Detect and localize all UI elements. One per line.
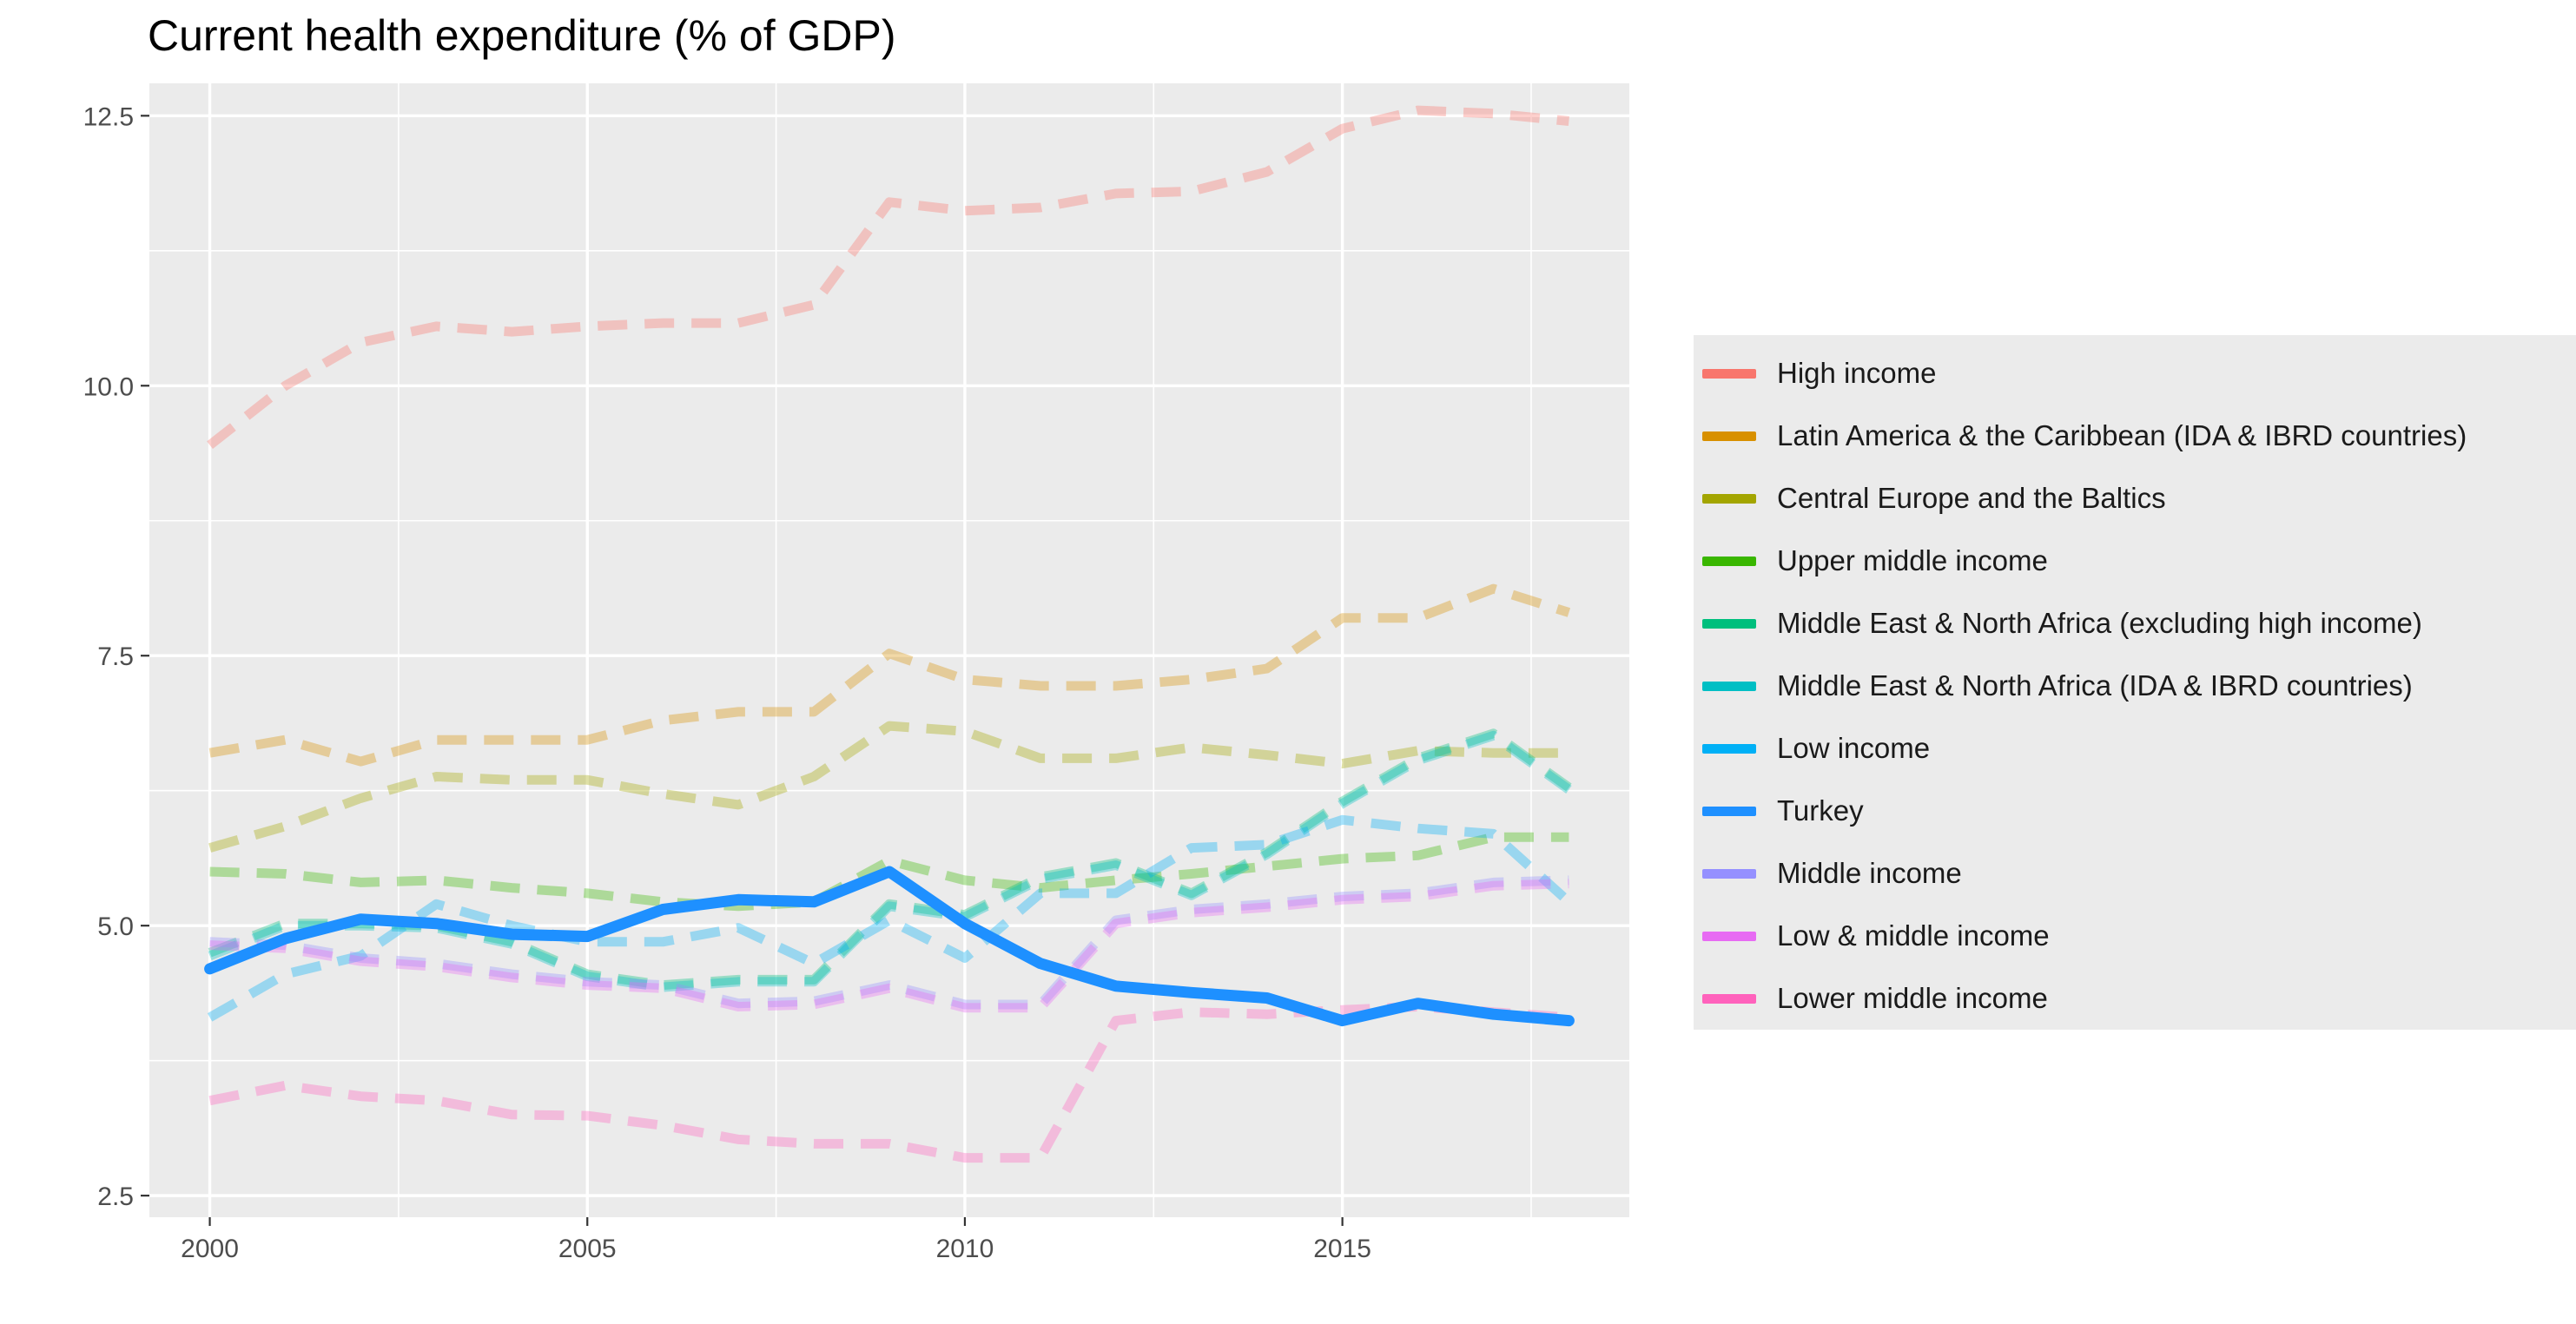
legend-label: Middle income xyxy=(1777,857,1962,889)
y-tick-label: 5.0 xyxy=(97,912,134,941)
y-tick-label: 12.5 xyxy=(83,102,134,131)
series-line-low-income xyxy=(207,814,1573,1022)
legend-key xyxy=(1702,431,1756,441)
axis-layer: 2000 2005 2010 2015 2.5 5.0 7.5 10.0 12.5 xyxy=(83,102,1371,1263)
legend-key xyxy=(1702,681,1756,691)
legend-key xyxy=(1702,493,1756,504)
series-line-latin-america-the-caribbean-ida-ibrd-countries xyxy=(208,583,1571,767)
legend-label: Turkey xyxy=(1777,794,1864,827)
y-tick-label: 2.5 xyxy=(97,1182,134,1211)
legend-key xyxy=(1702,993,1756,1004)
series-line-middle-east-north-africa-ida-ibrd-countries xyxy=(208,730,1572,992)
chart-title: Current health expenditure (% of GDP) xyxy=(148,11,896,60)
legend: High income Latin America & the Caribbean… xyxy=(1694,335,2576,1030)
legend-label: High income xyxy=(1777,357,1937,389)
legend-label: Low income xyxy=(1777,732,1931,764)
legend-label: Upper middle income xyxy=(1777,544,2048,576)
series-line-middle-east-north-africa-excluding-high-income xyxy=(208,728,1572,991)
legend-key xyxy=(1702,368,1756,379)
legend-key xyxy=(1702,618,1756,629)
grid-minor xyxy=(149,83,1629,1217)
legend-label: Latin America & the Caribbean (IDA & IBR… xyxy=(1777,419,2467,451)
plot-panel xyxy=(149,83,1629,1217)
grid-major xyxy=(149,83,1629,1217)
series-layer xyxy=(204,105,1575,1163)
series-line-central-europe-and-the-baltics xyxy=(208,721,1569,853)
x-tick-label: 2005 xyxy=(558,1235,617,1263)
series-line-high-income xyxy=(207,105,1569,450)
legend-key xyxy=(1702,868,1756,879)
series-line-middle-income xyxy=(209,875,1569,1010)
legend-label: Middle East & North Africa (IDA & IBRD c… xyxy=(1777,669,2413,702)
legend-label: Low & middle income xyxy=(1777,919,2050,952)
x-tick-label: 2015 xyxy=(1313,1235,1371,1263)
legend-label: Lower middle income xyxy=(1777,982,2048,1014)
x-tick-label: 2010 xyxy=(936,1235,994,1263)
legend-key xyxy=(1702,743,1756,754)
legend-label: Central Europe and the Baltics xyxy=(1777,482,2166,514)
y-tick-label: 10.0 xyxy=(83,372,134,401)
legend-key xyxy=(1702,556,1756,566)
series-line-turkey xyxy=(204,866,1575,1027)
legend-key xyxy=(1702,931,1756,941)
legend-key xyxy=(1702,806,1756,816)
series-line-low-middle-income xyxy=(209,879,1569,1013)
series-line-lower-middle-income xyxy=(208,1002,1569,1163)
x-tick-label: 2000 xyxy=(181,1235,239,1263)
series-line-upper-middle-income xyxy=(209,832,1569,912)
legend-label: Middle East & North Africa (excluding hi… xyxy=(1777,607,2422,639)
y-tick-label: 7.5 xyxy=(97,642,134,671)
